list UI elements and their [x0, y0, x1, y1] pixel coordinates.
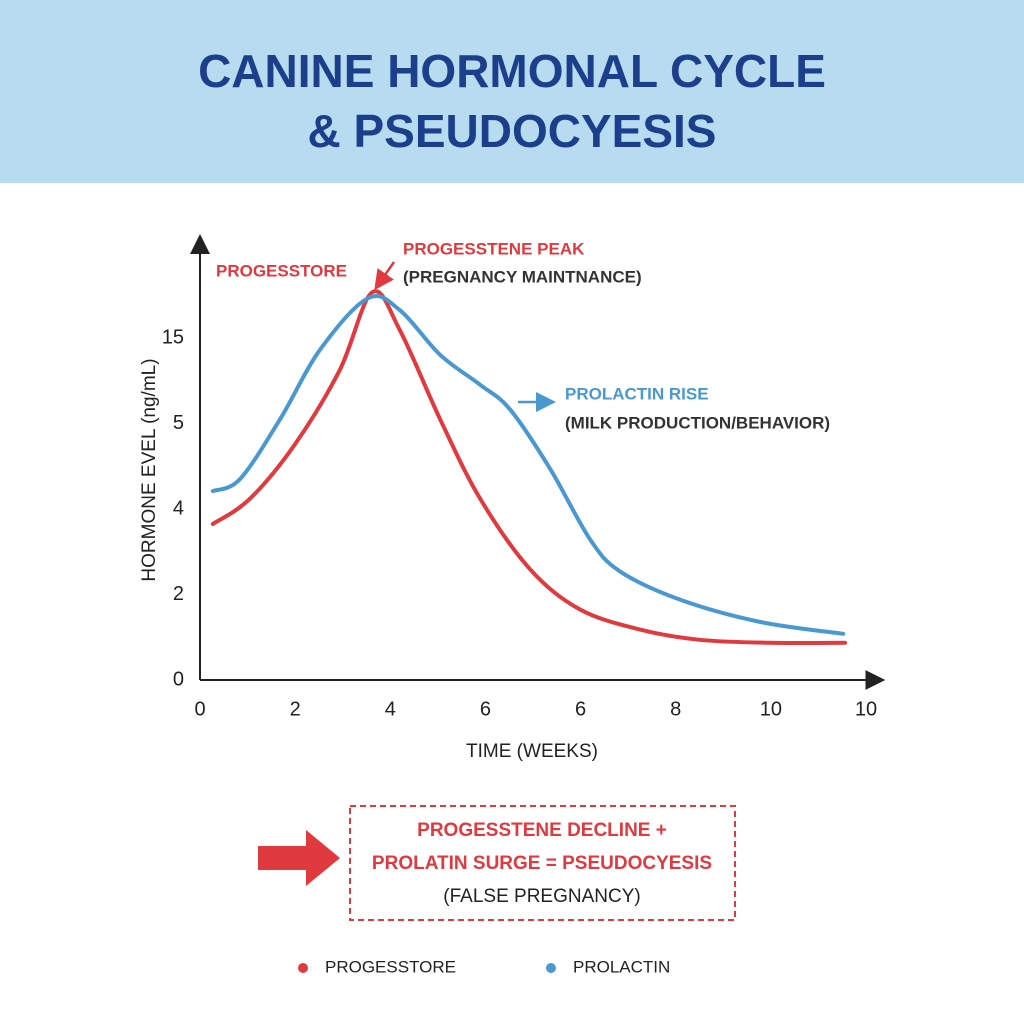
- x-tick-label: 2: [290, 698, 301, 720]
- y-tick-label: 15: [162, 326, 184, 348]
- legend-marker: [298, 963, 308, 973]
- x-tick-label: 10: [760, 698, 782, 720]
- annotation: PROGESSTENE PEAK: [403, 239, 585, 258]
- callout-text: PROLATIN SURGE = PSEUDOCYESIS: [372, 853, 712, 874]
- line-series: [210, 293, 846, 636]
- line-series: [210, 289, 848, 646]
- x-tick-label: 0: [194, 698, 205, 720]
- x-tick-label: 8: [670, 698, 681, 720]
- annotation-arrow: [374, 261, 396, 291]
- annotation: (PREGNANCY MAINTNANCE): [403, 267, 642, 286]
- callout-text: PROGESSTENE DECLINE +: [417, 820, 667, 841]
- callout-box: [349, 805, 736, 921]
- annotation: PROGESSTORE: [216, 261, 347, 280]
- y-tick-label: 5: [173, 412, 184, 434]
- callout-arrow: [258, 830, 340, 886]
- y-axis-label: HORMONE EVEL (ng/mL): [139, 358, 160, 581]
- legend-marker: [546, 963, 556, 973]
- x-tick-label: 4: [385, 698, 396, 720]
- x-tick-label: 10: [855, 698, 877, 720]
- annotation: (MILK PRODUCTION/BEHAVIOR): [565, 413, 830, 432]
- legend-label: PROGESSTORE: [325, 957, 456, 976]
- callout-text: (FALSE PREGNANCY): [443, 886, 640, 907]
- x-tick-label: 6: [480, 698, 491, 720]
- y-tick-label: 0: [173, 668, 184, 690]
- annotation: PROLACTIN RISE: [565, 384, 709, 403]
- y-tick-label: 2: [173, 583, 184, 605]
- chart-title: & PSEUDOCYESIS: [308, 105, 717, 157]
- title-band: [0, 0, 1024, 183]
- x-tick-label: 6: [575, 698, 586, 720]
- chart-title: CANINE HORMONAL CYCLE: [198, 45, 826, 97]
- y-tick-label: 4: [173, 497, 184, 519]
- legend-label: PROLACTIN: [573, 957, 670, 976]
- x-axis-label: TIME (WEEKS): [466, 741, 598, 762]
